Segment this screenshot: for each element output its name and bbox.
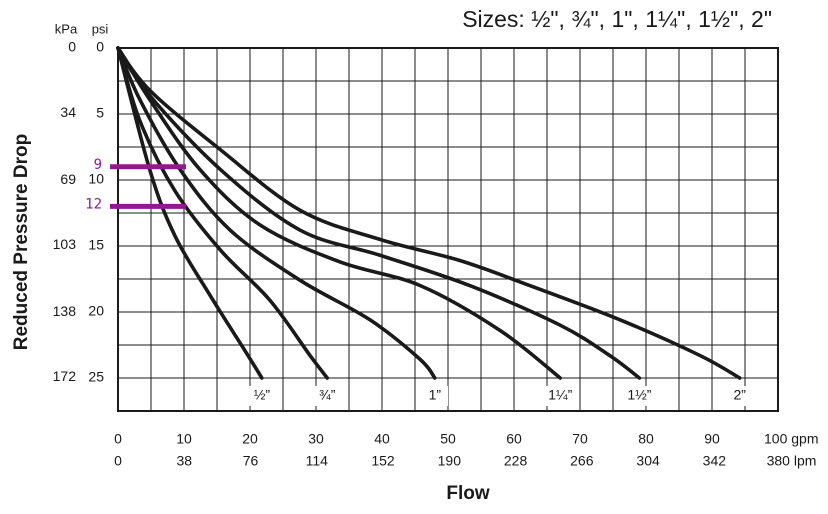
curve (116, 46, 264, 380)
curve (116, 46, 642, 380)
curve-label-bg (541, 386, 580, 406)
curve-label: 1½” (627, 387, 651, 403)
annotation-label: 12 (85, 196, 102, 212)
curve-label-bg (620, 386, 659, 406)
y-tick-label: 5 (96, 105, 104, 121)
x-axis-title: Flow (446, 483, 489, 504)
x2-tick-label: 114 (306, 453, 329, 469)
x-tick-label: 30 (308, 431, 324, 447)
y-axis-unit: psi (92, 21, 109, 36)
y2-tick-label: 34 (60, 104, 76, 120)
y2-tick-label: 103 (53, 236, 77, 252)
curve-label: 2” (733, 387, 746, 403)
x-tick-label: 90 (704, 431, 720, 447)
x-tick-label: 10 (176, 431, 192, 447)
x2-tick-label: 76 (243, 453, 259, 469)
curve-label: ½” (254, 387, 271, 403)
y2-tick-label: 138 (53, 303, 77, 319)
x2-tick-label: 38 (176, 453, 192, 469)
x-tick-label: 60 (506, 431, 522, 447)
annotation-label: 9 (94, 157, 102, 173)
curve (116, 46, 437, 380)
x2-tick-label: 266 (570, 453, 594, 469)
x2-tick-label: 190 (438, 453, 462, 469)
x2-tick-label: 304 (636, 453, 660, 469)
x-tick-label: 20 (242, 431, 258, 447)
y-tick-label: 0 (96, 39, 104, 55)
x2-tick-label: 380 lpm (767, 453, 817, 469)
x-tick-label: 50 (440, 431, 456, 447)
x2-tick-label: 152 (371, 453, 395, 469)
curve-label: 1” (429, 387, 442, 403)
y-tick-label: 20 (88, 303, 104, 319)
curve-label-bg (421, 386, 449, 406)
x-tick-label: 70 (572, 431, 588, 447)
x-tick-label: 100 gpm (764, 431, 818, 447)
curve (116, 46, 562, 380)
y2-axis-unit: kPa (55, 21, 78, 36)
curve-label: 1¼” (548, 387, 572, 403)
y-tick-label: 10 (88, 171, 104, 187)
y2-tick-label: 172 (53, 368, 77, 384)
curve (116, 46, 742, 380)
curve-label-bg (246, 386, 278, 406)
y2-tick-label: 0 (68, 39, 76, 55)
x2-tick-label: 342 (703, 453, 727, 469)
x-tick-label: 80 (638, 431, 654, 447)
curve-label-bg (312, 386, 343, 406)
curve (116, 46, 330, 380)
y2-tick-label: 69 (60, 171, 76, 187)
x2-tick-label: 228 (504, 453, 528, 469)
curve-label: ¾” (319, 387, 336, 403)
chart-title: Sizes: ½", ¾", 1", 1¼", 1½", 2" (462, 6, 772, 32)
y-axis-title: Reduced Pressure Drop (11, 134, 32, 350)
x-tick-label: 0 (114, 431, 122, 447)
curve-label-bg (726, 386, 753, 406)
x-tick-label: 40 (374, 431, 390, 447)
y-tick-label: 25 (88, 369, 104, 385)
y-tick-label: 15 (88, 237, 104, 253)
x2-tick-label: 0 (114, 453, 122, 469)
